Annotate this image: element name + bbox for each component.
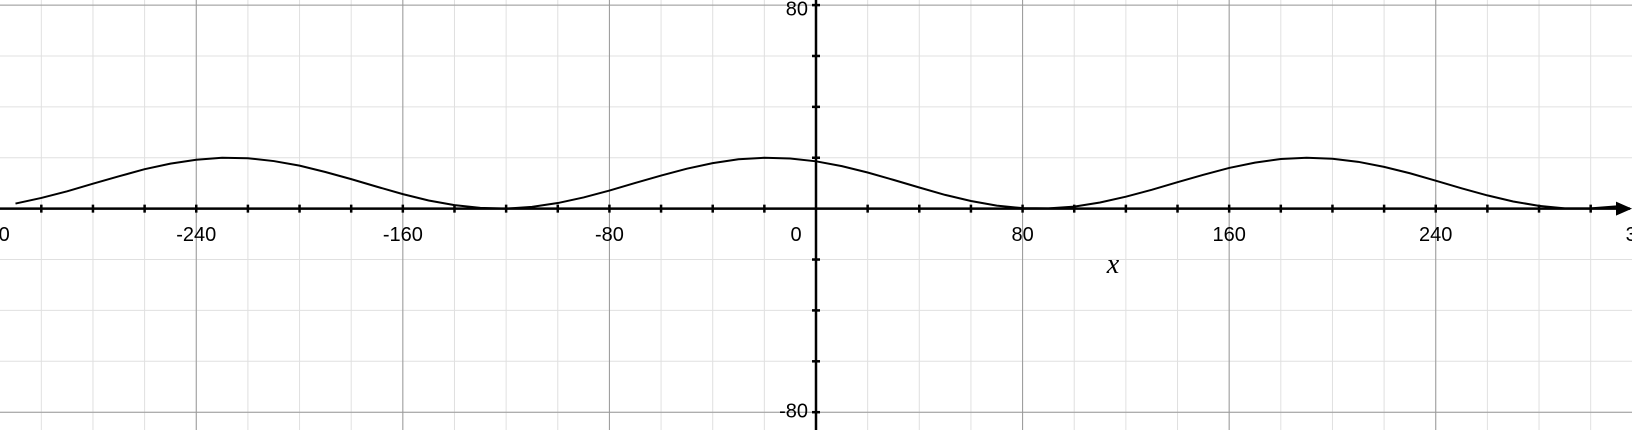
- x-tick-label: -320: [0, 224, 10, 246]
- x-tick-label: 0: [790, 224, 801, 246]
- y-tick-label: 80: [786, 0, 808, 20]
- curve: [15, 156, 1617, 210]
- x-tick-label: 80: [1011, 224, 1033, 246]
- x-axis-arrow: [1616, 201, 1632, 216]
- x-tick-label: -240: [176, 224, 216, 246]
- y-tick-label: -80: [779, 400, 808, 422]
- x-tick-label: 320: [1626, 224, 1632, 246]
- x-tick-label: 240: [1419, 224, 1452, 246]
- x-tick-label: 160: [1212, 224, 1245, 246]
- axis-label: x: [1106, 249, 1120, 280]
- x-tick-label: -160: [383, 224, 423, 246]
- x-tick-label: -80: [595, 224, 624, 246]
